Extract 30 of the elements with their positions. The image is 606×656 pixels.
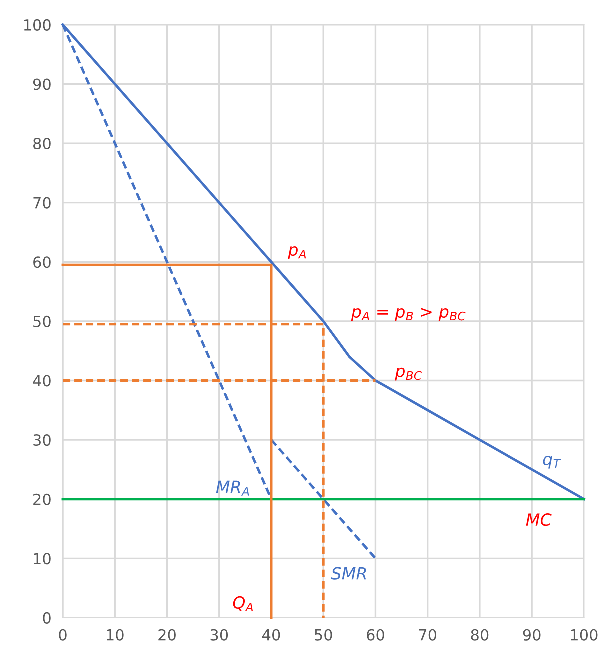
y-tick-label: 70 <box>34 197 51 209</box>
y-tick-label: 30 <box>34 434 51 446</box>
x-tick-label: 100 <box>571 629 598 641</box>
y-tick-label: 60 <box>34 256 51 268</box>
x-tick-label: 50 <box>315 629 332 641</box>
annotation: p$_{A}$ = p$_{B}$ > p$_{BC}$ <box>351 308 466 322</box>
y-tick-label: 0 <box>43 612 51 624</box>
x-tick-label: 10 <box>107 629 124 641</box>
annotation: p$_{BC}$ <box>395 368 422 381</box>
y-tick-label: 10 <box>34 553 51 565</box>
x-tick-label: 40 <box>262 629 280 641</box>
y-tick-label: 50 <box>34 316 51 328</box>
series-label: SMR <box>331 567 366 580</box>
y-tick-label: 80 <box>34 138 51 150</box>
annotation: MC <box>526 514 552 526</box>
y-tick-label: 100 <box>24 19 51 31</box>
annotation: p$_{A}$ <box>288 246 306 260</box>
y-tick-label: 40 <box>33 375 51 387</box>
y-tick-label: 20 <box>34 494 51 506</box>
x-tick-label: 30 <box>210 629 228 641</box>
x-tick-label: 0 <box>59 629 67 641</box>
series-label: q$_{T}$ <box>543 456 562 469</box>
x-tick-label: 60 <box>367 629 384 641</box>
x-tick-label: 20 <box>158 629 176 641</box>
y-tick-label: 90 <box>33 78 51 90</box>
x-tick-label: 80 <box>471 629 489 641</box>
series-label: MR$_{A}$ <box>216 480 250 496</box>
x-tick-label: 90 <box>523 629 541 641</box>
x-tick-label: 70 <box>419 629 437 641</box>
annotation: Q$_{A}$ <box>233 596 254 612</box>
